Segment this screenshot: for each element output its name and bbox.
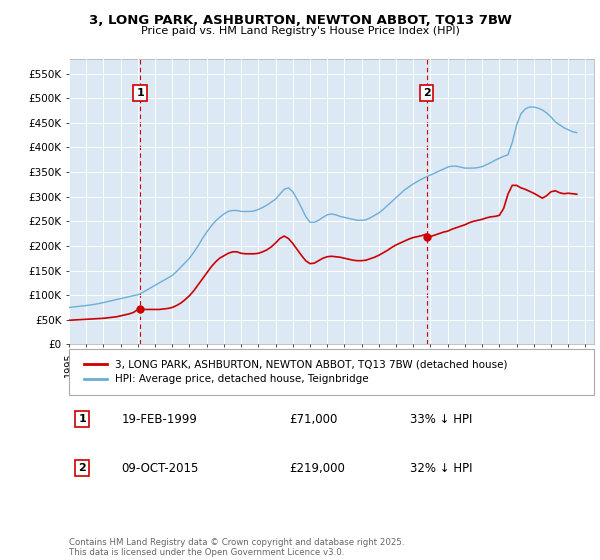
Text: 1: 1 (78, 414, 86, 424)
Text: 2: 2 (78, 463, 86, 473)
Text: 3, LONG PARK, ASHBURTON, NEWTON ABBOT, TQ13 7BW: 3, LONG PARK, ASHBURTON, NEWTON ABBOT, T… (89, 14, 511, 27)
Text: 33% ↓ HPI: 33% ↓ HPI (410, 413, 473, 426)
Text: 19-FEB-1999: 19-FEB-1999 (121, 413, 197, 426)
Legend: 3, LONG PARK, ASHBURTON, NEWTON ABBOT, TQ13 7BW (detached house), HPI: Average p: 3, LONG PARK, ASHBURTON, NEWTON ABBOT, T… (79, 355, 512, 389)
Text: 32% ↓ HPI: 32% ↓ HPI (410, 461, 473, 475)
Text: Contains HM Land Registry data © Crown copyright and database right 2025.
This d: Contains HM Land Registry data © Crown c… (69, 538, 404, 557)
Text: £71,000: £71,000 (290, 413, 338, 426)
Text: Price paid vs. HM Land Registry's House Price Index (HPI): Price paid vs. HM Land Registry's House … (140, 26, 460, 36)
Text: 09-OCT-2015: 09-OCT-2015 (121, 461, 199, 475)
FancyBboxPatch shape (69, 349, 594, 395)
Text: £219,000: £219,000 (290, 461, 346, 475)
Text: 1: 1 (136, 88, 144, 98)
Text: 2: 2 (422, 88, 430, 98)
